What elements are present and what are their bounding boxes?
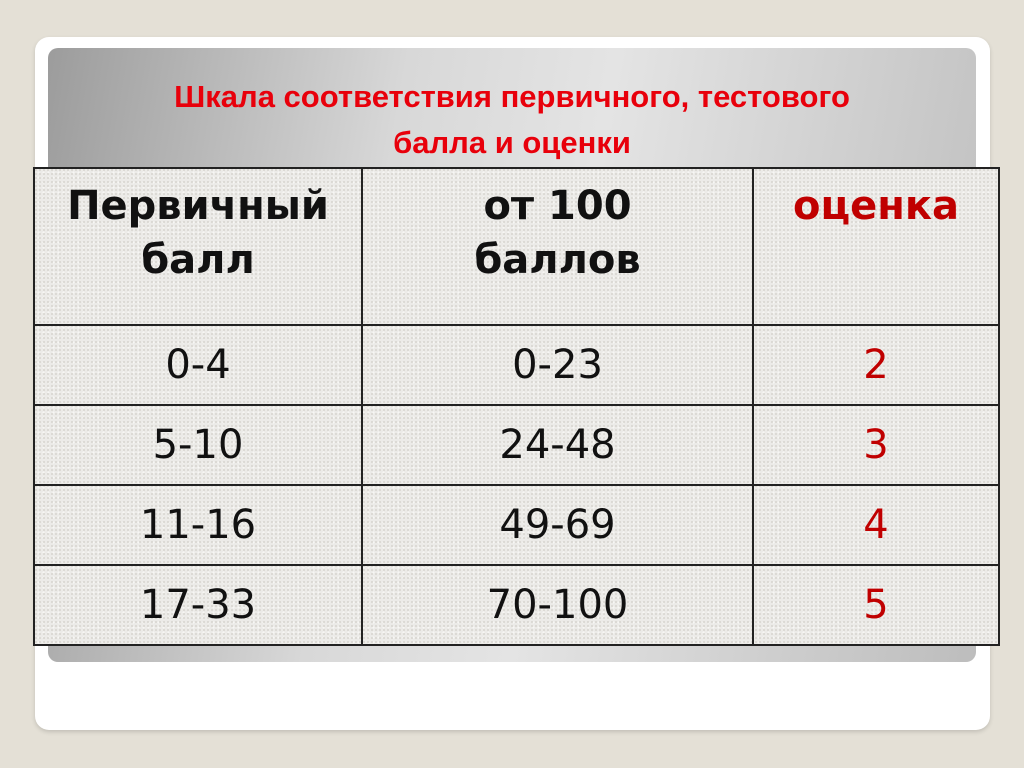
slide-title: Шкала соответствия первичного, тестового… xyxy=(48,74,976,166)
primary-score-cell: 5-10 xyxy=(33,404,363,486)
header-primary-score: Первичный балл xyxy=(33,167,363,326)
primary-score-cell: 17-33 xyxy=(33,564,363,646)
table-header-row: Первичный балл от 100 баллов оценка xyxy=(33,167,1000,326)
test-score-cell: 49-69 xyxy=(361,484,754,566)
table-row: 0-4 0-23 2 xyxy=(33,324,1000,406)
title-line-1: Шкала соответствия первичного, тестового xyxy=(174,79,850,114)
grade-cell: 3 xyxy=(752,404,1000,486)
primary-score-cell: 0-4 xyxy=(33,324,363,406)
grade-cell: 5 xyxy=(752,564,1000,646)
primary-score-cell: 11-16 xyxy=(33,484,363,566)
grade-cell: 4 xyxy=(752,484,1000,566)
title-line-2: балла и оценки xyxy=(393,125,631,160)
test-score-cell: 24-48 xyxy=(361,404,754,486)
header-grade: оценка xyxy=(752,167,1000,326)
header-test-score: от 100 баллов xyxy=(361,167,754,326)
header-text: балл xyxy=(141,237,255,283)
header-text: оценка xyxy=(792,183,960,229)
header-text: Первичный xyxy=(67,183,329,229)
header-text: баллов xyxy=(474,237,641,283)
grade-cell: 2 xyxy=(752,324,1000,406)
score-table: Первичный балл от 100 баллов оценка 0-4 0-… xyxy=(33,167,1000,646)
test-score-cell: 0-23 xyxy=(361,324,754,406)
header-text: от 100 xyxy=(483,183,632,229)
test-score-cell: 70-100 xyxy=(361,564,754,646)
table-row: 17-33 70-100 5 xyxy=(33,564,1000,646)
table-row: 11-16 49-69 4 xyxy=(33,484,1000,566)
table-row: 5-10 24-48 3 xyxy=(33,404,1000,486)
